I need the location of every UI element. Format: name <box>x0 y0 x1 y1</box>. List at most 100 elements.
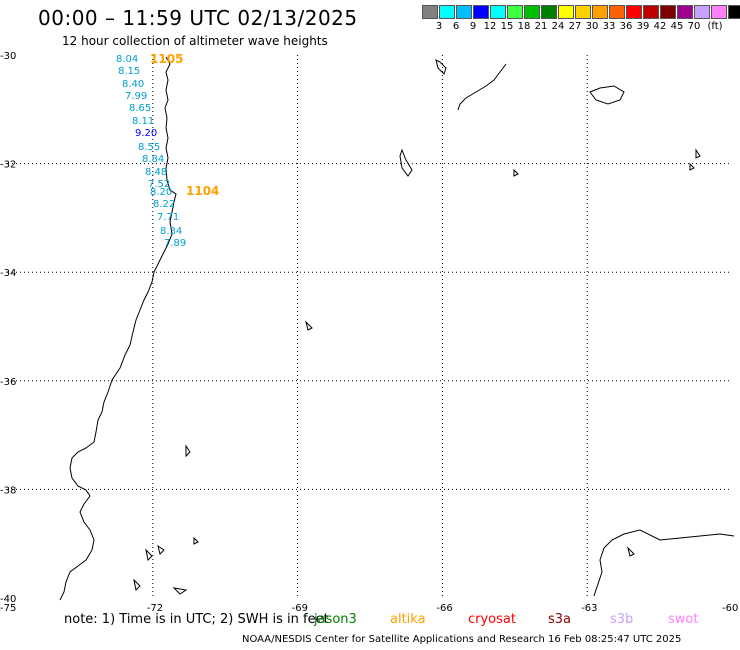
legend-label: 24 <box>551 21 565 32</box>
legend-swatch <box>490 5 506 19</box>
legend-labels: 3 6 9 12 15 18 21 24 27 30 33 36 39 42 45 70 (ft) <box>422 21 740 33</box>
wave-height-label: 8.65 <box>129 103 151 114</box>
satellite-name: cryosat <box>468 612 516 627</box>
legend-swatch <box>609 5 625 19</box>
lat-tick-label: -38 <box>0 485 16 496</box>
footer-credit: NOAA/NESDIS Center for Satellite Applica… <box>242 634 682 645</box>
legend-label: 9 <box>469 21 477 32</box>
islet-4 <box>305 320 313 331</box>
legend-swatch <box>439 5 455 19</box>
legend-swatch <box>643 5 659 19</box>
lat-tick-label: -36 <box>0 377 16 388</box>
legend-label: 45 <box>670 21 684 32</box>
legend-label: 27 <box>568 21 582 32</box>
wave-height-label: 8.15 <box>118 66 140 77</box>
wave-height-label: 8.48 <box>145 167 167 178</box>
chile-coastline <box>59 56 177 601</box>
legend-swatches <box>422 5 740 19</box>
lat-tick-label: -40 <box>0 594 16 605</box>
legend-swatch <box>592 5 608 19</box>
wave-height-label: 8.34 <box>160 226 182 237</box>
argentina-coast-mid <box>399 148 413 177</box>
legend-swatch <box>456 5 472 19</box>
lon-tick-label: -66 <box>436 603 452 614</box>
islet-1 <box>513 168 519 177</box>
note-text: note: 1) Time is in UTC; 2) SWH is in fe… <box>64 612 329 627</box>
legend-label: 21 <box>534 21 548 32</box>
track-ids: 1105 1104 <box>150 52 219 198</box>
islet-11 <box>627 546 635 557</box>
islet-8 <box>193 536 199 545</box>
coastline <box>59 56 735 601</box>
lat-tick-label: -34 <box>0 268 16 279</box>
satellite-name: s3b <box>610 612 634 627</box>
grid-lines <box>8 55 732 598</box>
satellite-name: s3a <box>548 612 572 627</box>
legend-swatch <box>575 5 591 19</box>
wave-height-label: 8.22 <box>153 199 175 210</box>
argentina-coast-south <box>593 529 735 597</box>
islet-5 <box>185 444 191 458</box>
wave-height-labels: 8.048.15 8.407.998.65 8.119.20 8.558.84 8.48… <box>116 54 186 249</box>
wave-height-label: 9.20 <box>135 128 157 139</box>
lat-tick-label: -32 <box>0 160 16 171</box>
legend-label: 6 <box>452 21 460 32</box>
lon-tick-label: -69 <box>292 603 308 614</box>
legend-swatch <box>541 5 557 19</box>
legend-label: 30 <box>585 21 599 32</box>
wave-height-label: 8.20 <box>150 187 172 198</box>
map-title: 00:00 – 11:59 UTC 02/13/2025 <box>38 6 358 30</box>
wave-height-label: 8.40 <box>122 79 144 90</box>
legend-swatch <box>677 5 693 19</box>
legend-label: 42 <box>653 21 667 32</box>
legend-label: 12 <box>483 21 497 32</box>
lat-tick-label: -30 <box>0 51 16 62</box>
legend-label: 15 <box>500 21 514 32</box>
islet-2 <box>689 162 695 171</box>
legend-swatch <box>660 5 676 19</box>
legend-label: 18 <box>517 21 531 32</box>
map-subtitle: 12 hour collection of altimeter wave hei… <box>62 34 328 48</box>
islet-9 <box>133 578 141 592</box>
legend-swatch <box>473 5 489 19</box>
legend-label: (ft) <box>707 21 723 32</box>
legend-swatch <box>626 5 642 19</box>
legend-swatch <box>694 5 710 19</box>
wave-height-label: 7.71 <box>157 212 179 223</box>
uruguay-lagoon <box>589 85 625 105</box>
lon-tick-label: -72 <box>147 603 163 614</box>
legend-swatch <box>728 5 740 19</box>
track-id-label: 1105 <box>150 52 183 66</box>
wave-height-label: 8.04 <box>116 54 138 65</box>
islet-3 <box>695 148 701 159</box>
wave-height-label: 8.84 <box>142 154 164 165</box>
satellite-name: swot <box>668 612 699 627</box>
track-id-label: 1104 <box>186 184 219 198</box>
uruguay-coast <box>435 59 447 75</box>
wave-height-label: 8.11 <box>132 116 154 127</box>
legend-swatch <box>558 5 574 19</box>
wave-height-label: 7.89 <box>164 238 186 249</box>
islet-6 <box>145 548 153 562</box>
axis-labels: -30 -32 -34 -36 -38 -40-75 -72 -69 -66 -63 -60 <box>0 51 738 614</box>
wave-height-label: 7.52 <box>148 179 170 190</box>
legend-swatch <box>422 5 438 19</box>
satellite-name: jason3 <box>314 612 357 627</box>
legend-swatch <box>507 5 523 19</box>
legend-label: 33 <box>602 21 616 32</box>
satellite-name: altika <box>390 612 426 627</box>
legend-label: 70 <box>687 21 701 32</box>
wave-height-label: 7.99 <box>125 91 147 102</box>
lon-tick-label: -63 <box>581 603 597 614</box>
lon-tick-label: -75 <box>0 603 16 614</box>
color-legend: 3 6 9 12 15 18 21 24 27 30 33 36 39 42 45 70 (ft) <box>422 5 740 32</box>
legend-label: 3 <box>435 21 443 32</box>
rio-de-la-plata-coast <box>457 63 507 111</box>
legend-swatch <box>524 5 540 19</box>
islet-7 <box>157 544 165 555</box>
legend-swatch <box>711 5 727 19</box>
lon-tick-label: -60 <box>722 603 738 614</box>
islet-10 <box>172 587 188 595</box>
legend-label: 39 <box>636 21 650 32</box>
